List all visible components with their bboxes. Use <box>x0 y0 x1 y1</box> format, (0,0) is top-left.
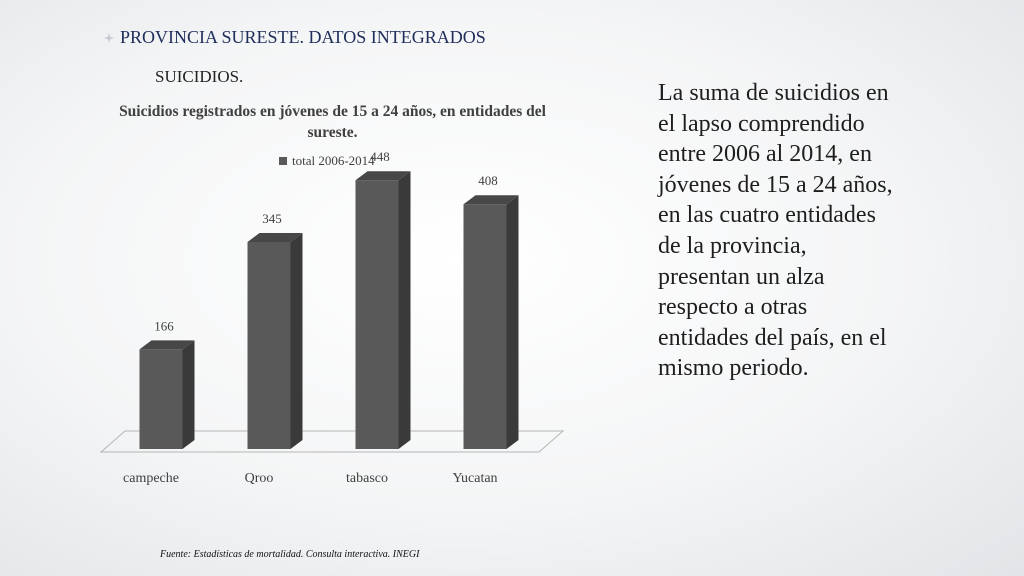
bar <box>463 204 507 449</box>
bar-top <box>355 171 411 181</box>
bar-side <box>398 171 411 449</box>
bar-side <box>506 195 519 449</box>
x-tick-label: Qroo <box>245 471 274 486</box>
bar-top <box>139 340 195 350</box>
slide-title: PROVINCIA SURESTE. DATOS INTEGRADOS <box>120 27 486 47</box>
bar <box>355 180 399 449</box>
chart-title: Suicidios registrados en jóvenes de 15 a… <box>119 103 546 141</box>
bar <box>247 242 291 449</box>
data-label: 408 <box>478 173 498 188</box>
data-label: 448 <box>370 149 390 164</box>
chart-floor <box>99 430 565 453</box>
legend-label: total 2006-2014 <box>292 153 375 168</box>
data-label: 166 <box>154 318 174 333</box>
bar <box>139 349 183 449</box>
bar-side <box>182 340 195 449</box>
bar-side <box>290 233 303 449</box>
x-tick-label: tabasco <box>346 471 388 486</box>
bar-top <box>247 233 303 242</box>
bar-top <box>463 195 519 205</box>
slide-subtitle: SUICIDIOS. <box>155 67 244 86</box>
legend-swatch <box>279 157 287 165</box>
body-text: La suma de suicidios en el lapso compren… <box>658 80 893 382</box>
source-note: Fuente: Estadísticas de mortalidad. Cons… <box>160 549 420 560</box>
x-tick-label: campeche <box>123 471 179 486</box>
data-label: 345 <box>262 211 282 226</box>
title-bullet-icon <box>104 33 114 43</box>
x-tick-label: Yucatan <box>452 471 497 486</box>
